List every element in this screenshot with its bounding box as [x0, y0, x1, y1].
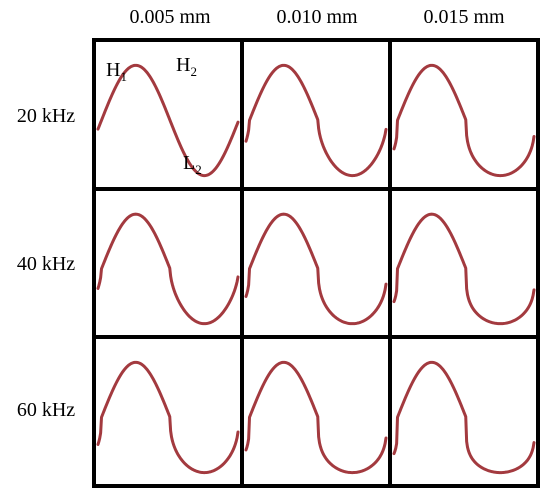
waveform-r2-c1 — [96, 212, 240, 326]
waveform-r3-c1 — [96, 360, 240, 475]
waveform-r2-c2 — [244, 212, 388, 326]
peak-label-h1: H1 — [106, 59, 127, 84]
peak-label-l2: L2 — [183, 152, 202, 177]
column-label-0005mm: 0.005 mm — [129, 6, 211, 28]
waveform-r1-c1 — [96, 63, 240, 178]
peak-label-h2: H2 — [176, 54, 197, 79]
row-label-40khz: 40 kHz — [16, 253, 76, 275]
waveform-cells — [96, 63, 536, 475]
row-label-20khz: 20 kHz — [16, 105, 76, 127]
waveform-r3-c2 — [244, 360, 388, 475]
row-label-60khz: 60 kHz — [16, 399, 76, 421]
grid-lines — [92, 38, 540, 488]
waveform-r1-c3 — [392, 63, 536, 178]
waveform-r3-c3 — [392, 360, 536, 475]
column-label-0010mm: 0.010 mm — [276, 6, 358, 28]
waveform-r2-c3 — [392, 212, 536, 326]
waveform-r1-c2 — [244, 63, 388, 178]
column-label-0015mm: 0.015 mm — [423, 6, 505, 28]
